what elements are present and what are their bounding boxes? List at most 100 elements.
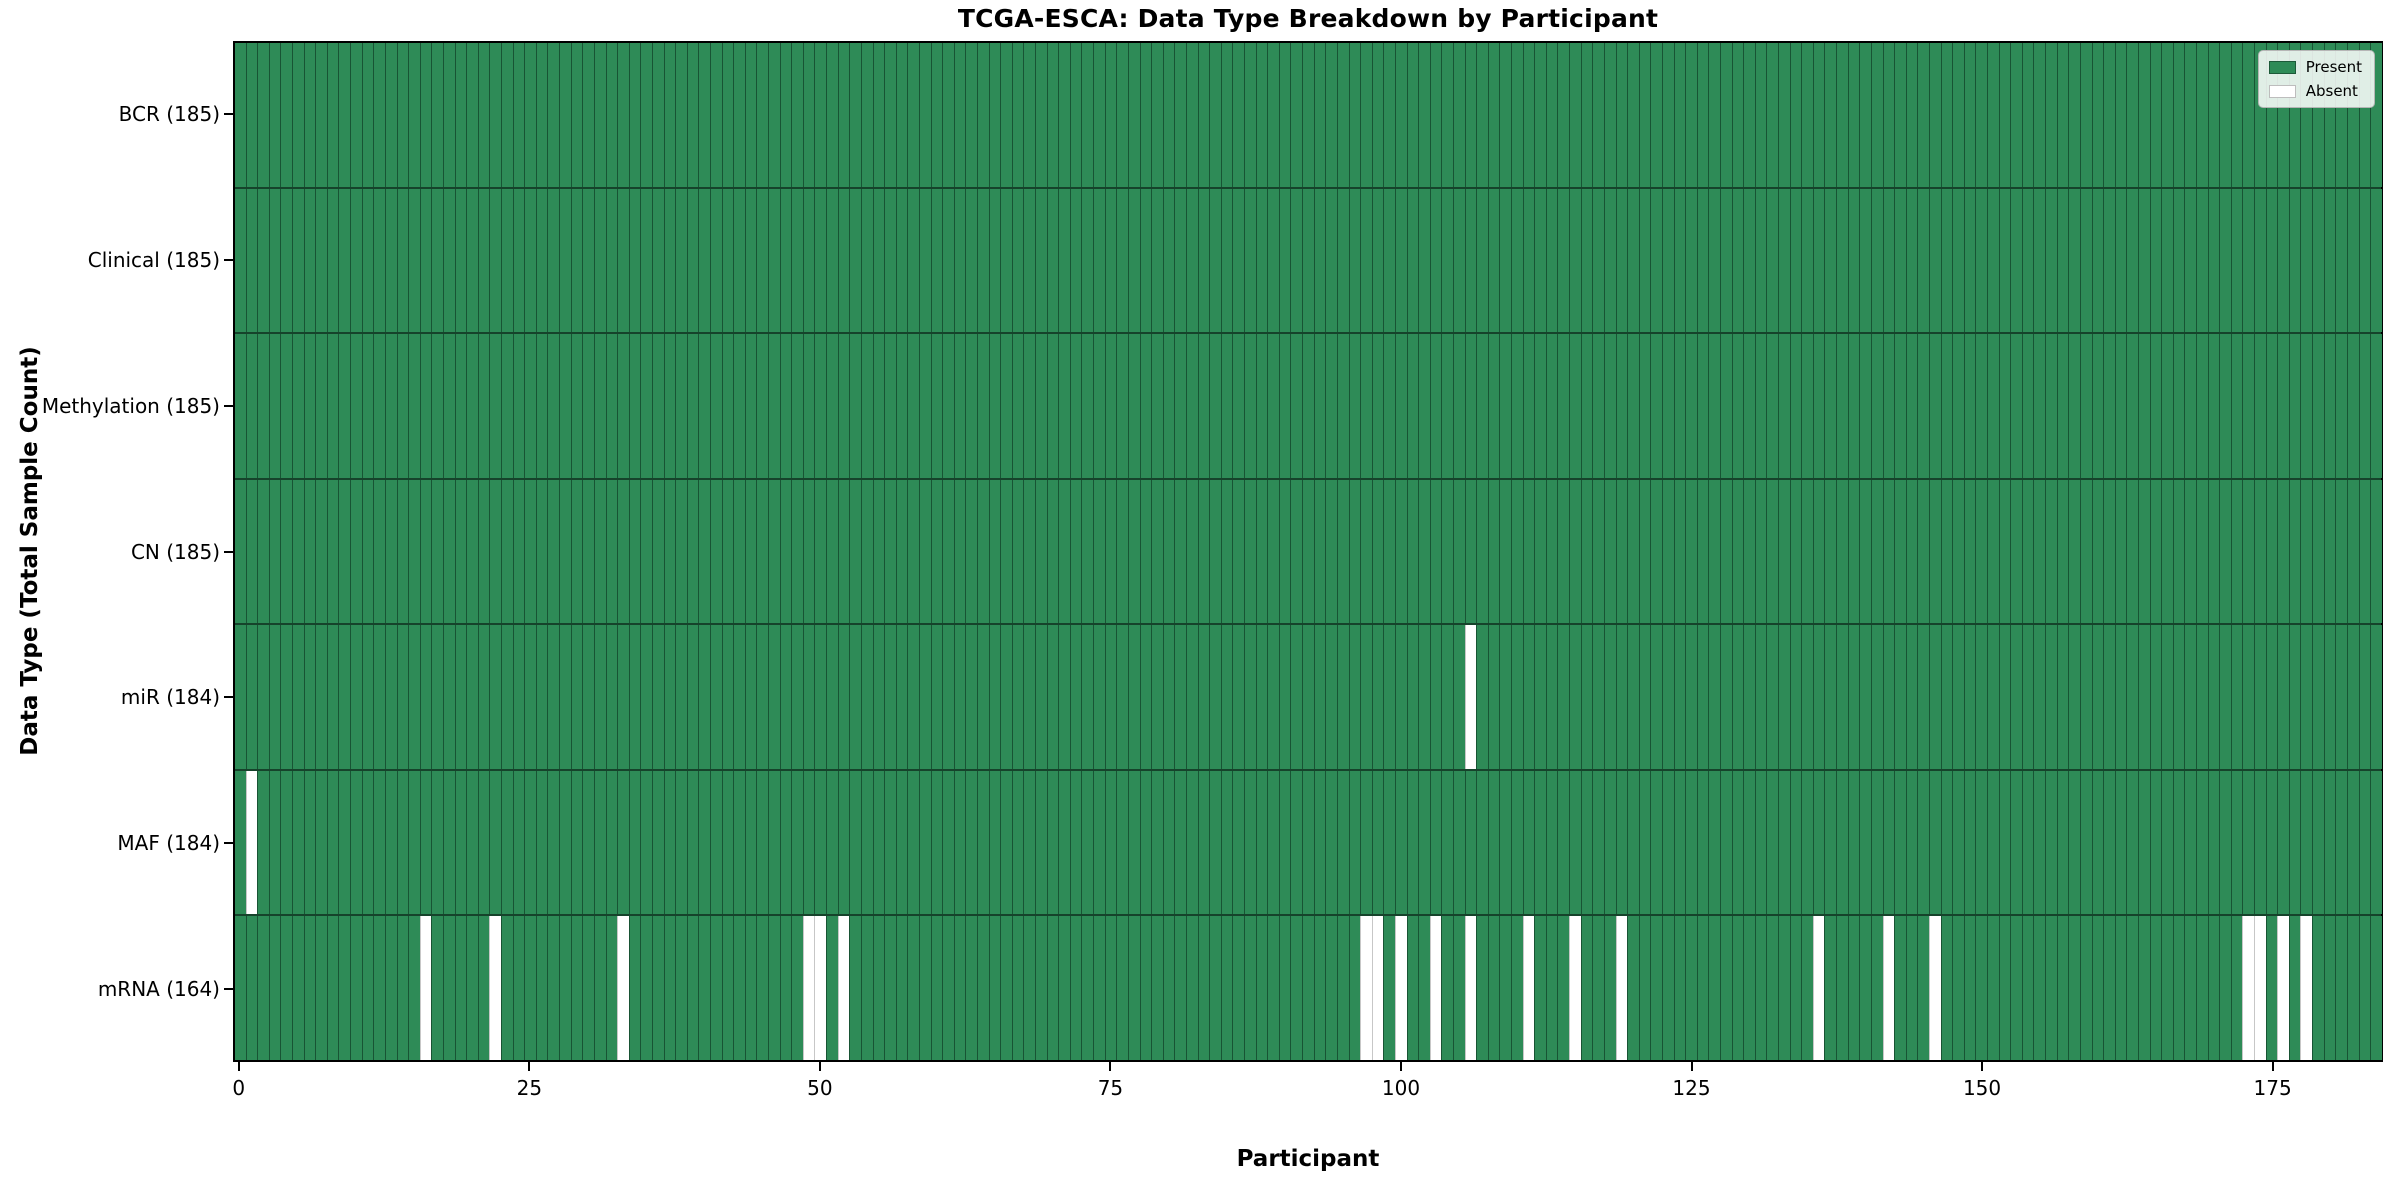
- present-cell: [2033, 916, 2046, 1061]
- y-tick-label: MAF (184): [117, 831, 220, 856]
- present-cell: [2358, 916, 2371, 1061]
- present-cell: [384, 916, 397, 1061]
- present-cell: [988, 916, 1001, 1061]
- present-cell: [1290, 188, 1303, 333]
- present-cell: [733, 479, 745, 624]
- present-cell: [582, 43, 594, 187]
- present-cell: [698, 770, 710, 915]
- present-cell: [628, 188, 641, 333]
- present-cell: [1127, 625, 1140, 769]
- present-cell: [768, 916, 780, 1061]
- present-cell: [1255, 770, 1268, 915]
- present-cell: [1627, 770, 1639, 915]
- x-tick-mark: [1690, 1062, 1693, 1071]
- present-cell: [1209, 188, 1221, 333]
- present-cell: [303, 188, 316, 333]
- present-cell: [2126, 43, 2138, 187]
- present-cell: [1731, 479, 1744, 624]
- y-tick-label: mRNA (164): [97, 977, 220, 1002]
- present-cell: [1418, 625, 1430, 769]
- present-cell: [2207, 479, 2220, 624]
- present-cell: [501, 625, 513, 769]
- present-cell: [1151, 188, 1163, 333]
- present-cell: [384, 625, 397, 769]
- present-cell: [1580, 916, 1593, 1061]
- present-cell: [1360, 334, 1372, 478]
- y-tick-mark: [224, 988, 233, 991]
- present-cell: [2045, 43, 2057, 187]
- present-cell: [1836, 770, 1848, 915]
- present-cell: [2219, 625, 2231, 769]
- present-cell: [396, 334, 409, 478]
- present-cell: [501, 43, 513, 187]
- present-cell: [884, 625, 896, 769]
- present-cell: [1244, 334, 1256, 478]
- present-cell: [1836, 43, 1848, 187]
- present-cell: [1174, 479, 1186, 624]
- present-cell: [2323, 479, 2336, 624]
- present-cell: [2346, 770, 2359, 915]
- present-cell: [1743, 770, 1755, 915]
- present-cell: [350, 479, 362, 624]
- present-cell: [2195, 479, 2208, 624]
- present-cell: [1046, 479, 1059, 624]
- present-cell: [628, 625, 641, 769]
- present-cell: [408, 479, 420, 624]
- present-cell: [826, 188, 838, 333]
- present-cell: [1987, 479, 1999, 624]
- present-cell: [2358, 770, 2371, 915]
- present-cell: [2230, 479, 2243, 624]
- present-cell: [1127, 43, 1140, 187]
- present-cell: [1127, 188, 1140, 333]
- present-cell: [1185, 916, 1198, 1061]
- present-cell: [617, 770, 629, 915]
- present-cell: [2207, 770, 2220, 915]
- present-cell: [361, 916, 374, 1061]
- present-cell: [280, 334, 293, 478]
- present-cell: [2172, 188, 2185, 333]
- present-cell: [802, 43, 815, 187]
- present-cell: [1127, 916, 1140, 1061]
- present-cell: [1069, 43, 1082, 187]
- present-cell: [2288, 188, 2301, 333]
- present-cell: [872, 770, 885, 915]
- present-cell: [1011, 334, 1024, 478]
- present-cell: [1081, 479, 1094, 624]
- present-cell: [2172, 916, 2185, 1061]
- present-cell: [1743, 334, 1755, 478]
- present-cell: [1441, 770, 1453, 915]
- present-cell: [884, 43, 896, 187]
- present-cell: [768, 334, 780, 478]
- present-cell: [2346, 188, 2359, 333]
- present-cell: [849, 479, 861, 624]
- present-cell: [1905, 188, 1918, 333]
- present-cell: [1592, 625, 1604, 769]
- present-cell: [1987, 43, 1999, 187]
- present-cell: [2079, 770, 2092, 915]
- y-tick-mark: [224, 550, 233, 553]
- present-cell: [1104, 625, 1117, 769]
- present-cell: [384, 479, 397, 624]
- present-cell: [1522, 625, 1535, 769]
- absent-cell: [814, 916, 827, 1061]
- present-cell: [1766, 43, 1779, 187]
- present-cell: [1708, 625, 1720, 769]
- present-cell: [2358, 43, 2371, 187]
- absent-cell: [837, 916, 850, 1061]
- present-cell: [1778, 916, 1790, 1061]
- present-cell: [1487, 770, 1500, 915]
- y-tick-label: CN (185): [130, 539, 220, 564]
- present-cell: [849, 916, 861, 1061]
- present-cell: [2103, 479, 2115, 624]
- present-cell: [280, 770, 293, 915]
- present-cell: [1127, 770, 1140, 915]
- present-cell: [826, 770, 838, 915]
- present-cell: [1371, 479, 1384, 624]
- y-tick-mark: [224, 696, 233, 699]
- present-cell: [1952, 188, 1964, 333]
- present-cell: [431, 625, 443, 769]
- present-cell: [524, 770, 536, 915]
- present-cell: [1859, 43, 1871, 187]
- legend-label: Absent: [2305, 82, 2358, 100]
- plot-area: Present Absent: [233, 41, 2383, 1062]
